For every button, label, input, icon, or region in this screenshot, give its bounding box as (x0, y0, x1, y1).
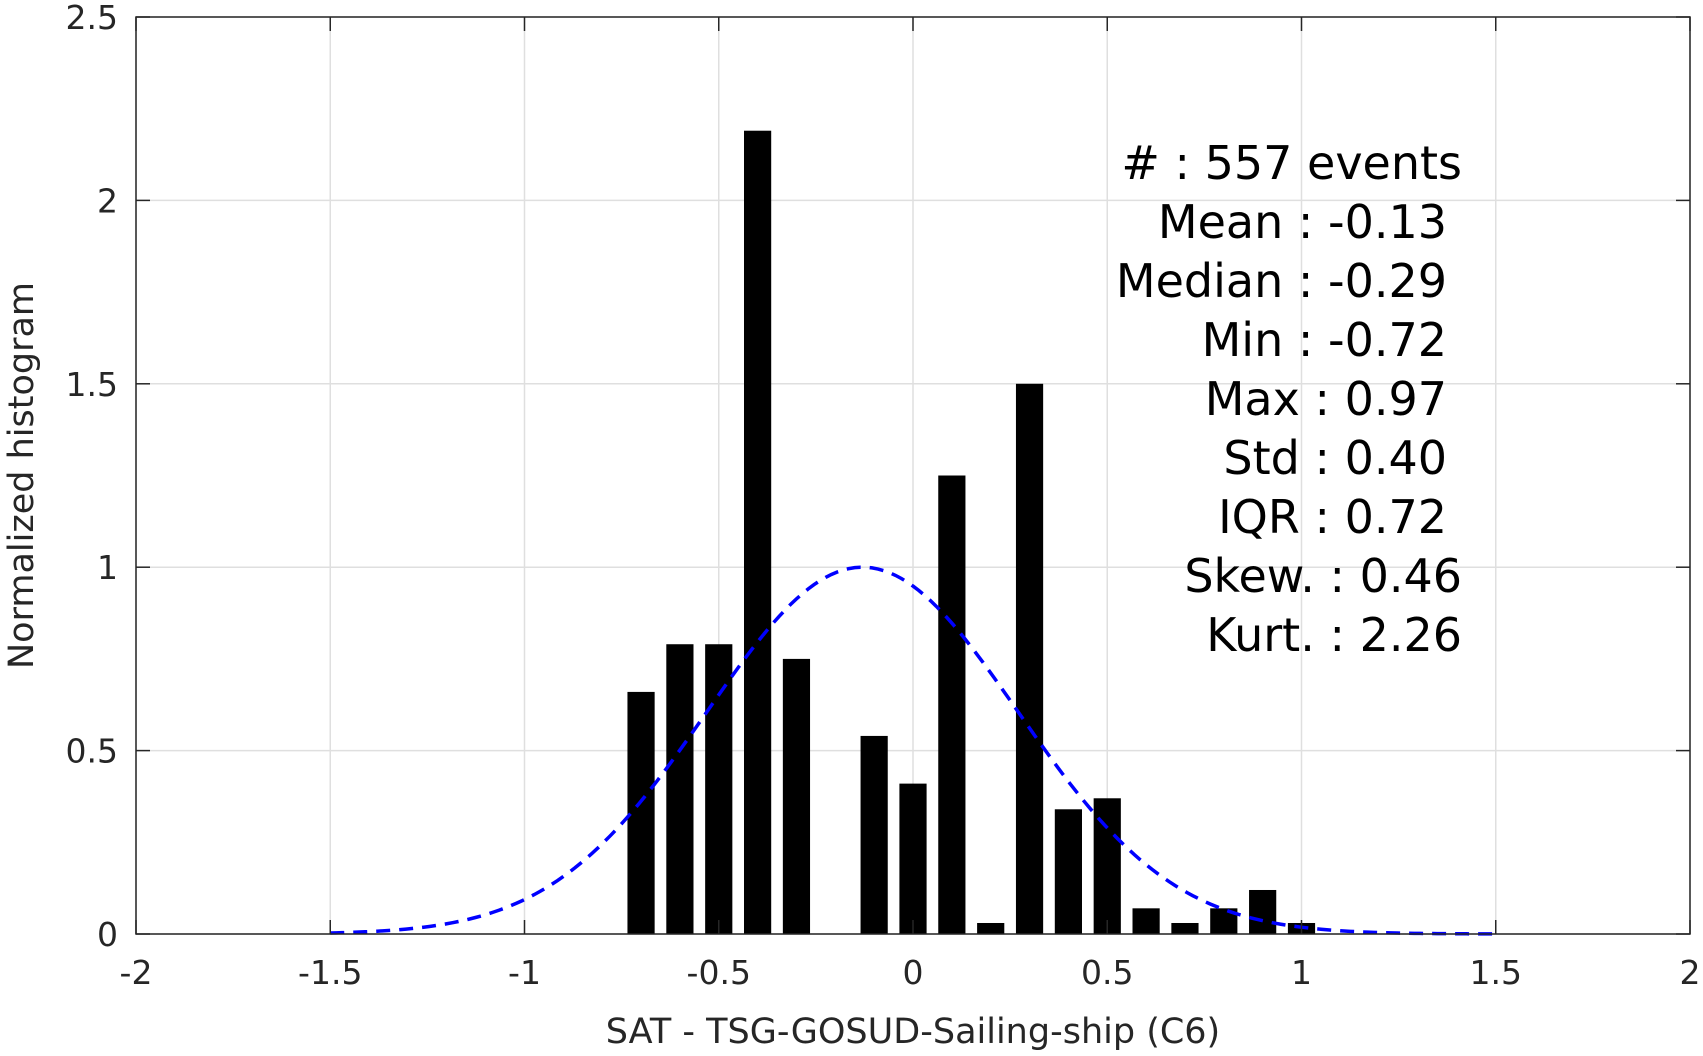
stat-line: IQR : 0.72 (1218, 490, 1447, 544)
x-tick-label: -0.5 (687, 953, 751, 992)
histogram-bar (938, 475, 966, 934)
stat-line: Std : 0.40 (1223, 431, 1447, 485)
histogram-bar (1054, 809, 1082, 934)
y-tick-label: 2.5 (66, 0, 118, 37)
histogram-bar (627, 691, 655, 934)
histogram-bar (1249, 889, 1277, 934)
histogram-bar (977, 922, 1005, 934)
stat-line: Mean : -0.13 (1158, 195, 1447, 249)
x-tick-labels: -2 -1.5 -1 -0.5 0 0.5 1 1.5 2 (120, 953, 1701, 992)
x-tick-label: 1 (1291, 953, 1312, 992)
histogram-bar (1093, 798, 1121, 934)
y-tick-label: 2 (97, 181, 118, 220)
histogram-bar (1171, 922, 1199, 934)
y-tick-label: 1 (97, 548, 118, 587)
histogram-bar (1132, 908, 1160, 934)
x-tick-label: 0.5 (1081, 953, 1133, 992)
y-tick-label: 0.5 (66, 732, 118, 771)
histogram-bar (744, 130, 772, 934)
stat-line: Max : 0.97 (1205, 372, 1447, 426)
histogram-bar (899, 783, 927, 934)
y-tick-label: 1.5 (66, 365, 118, 404)
x-tick-label: -1 (508, 953, 541, 992)
y-tick-label: 0 (97, 915, 118, 954)
histogram-bar (782, 658, 811, 934)
stat-line: # : 557 events (1121, 136, 1462, 190)
x-axis-title: SAT - TSG-GOSUD-Sailing-ship (C6) (606, 1012, 1220, 1052)
histogram-bar (1015, 383, 1044, 934)
histogram-bar (705, 644, 733, 934)
x-tick-label: 0 (903, 953, 924, 992)
x-tick-label: -1.5 (298, 953, 362, 992)
x-tick-label: 2 (1680, 953, 1701, 992)
histogram-bar (666, 644, 694, 934)
y-axis-title: Normalized histogram (2, 282, 42, 669)
x-tick-label: 1.5 (1470, 953, 1522, 992)
stat-line: Skew. : 0.46 (1184, 549, 1462, 603)
x-tick-label: -2 (120, 953, 153, 992)
y-tick-labels: 0 0.5 1 1.5 2 2.5 (66, 0, 118, 954)
stat-line: Median : -0.29 (1116, 254, 1447, 308)
axis-ticks (135, 16, 1691, 935)
histogram-bar (860, 735, 888, 934)
histogram-bars (627, 130, 1316, 934)
stat-line: Kurt. : 2.26 (1206, 608, 1462, 662)
stat-line: Min : -0.72 (1202, 313, 1447, 367)
